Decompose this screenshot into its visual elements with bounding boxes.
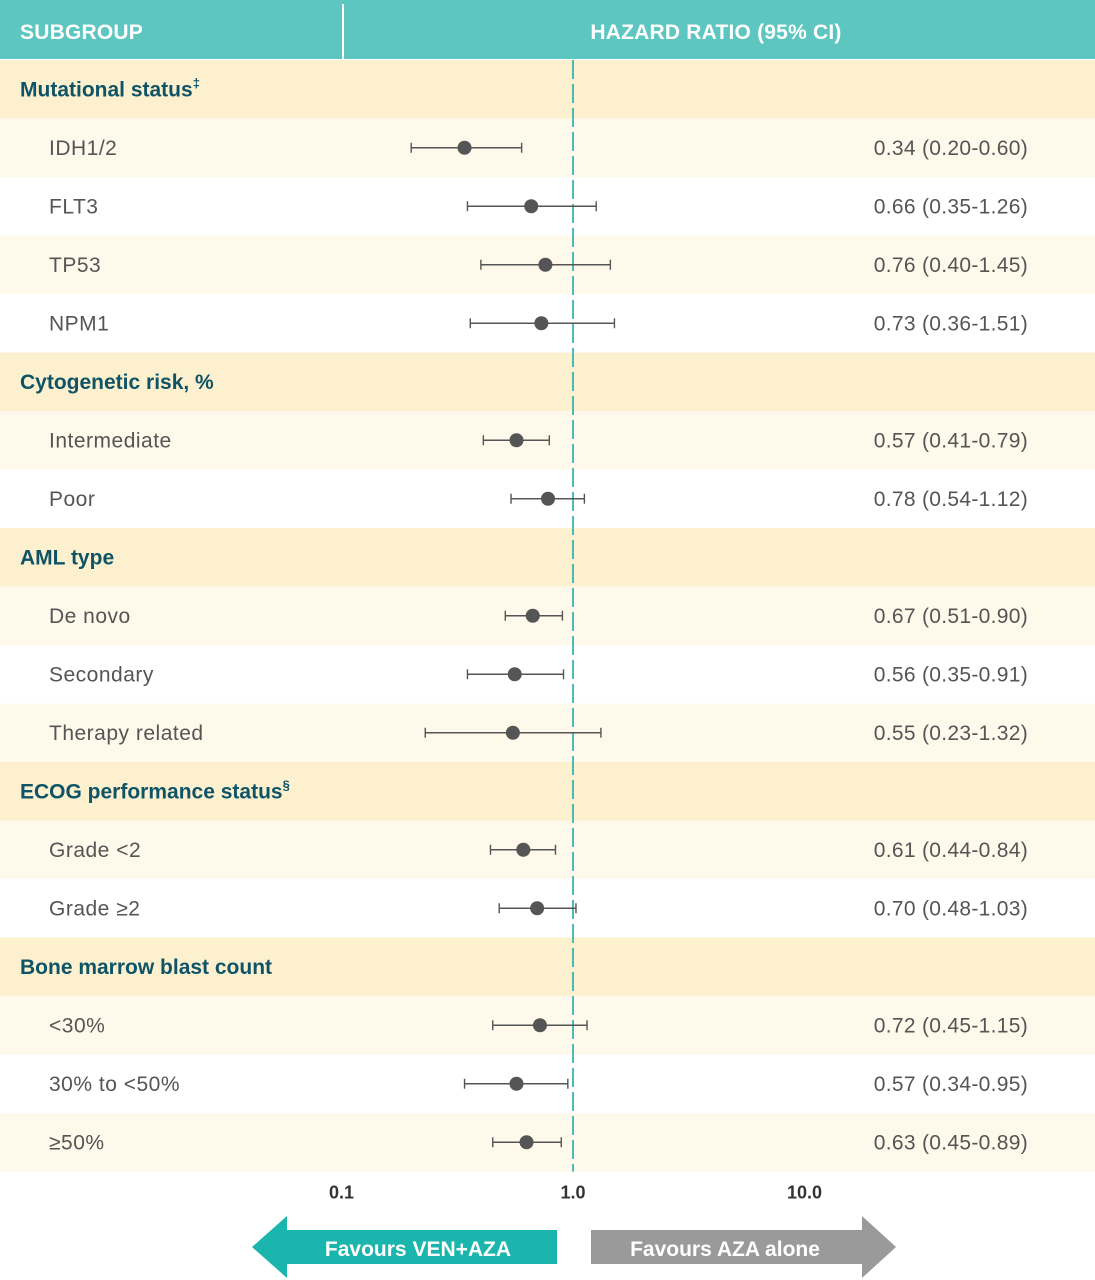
subgroup-label: ≥50% (49, 1131, 105, 1154)
favours-right-arrow: Favours AZA alone (591, 1216, 896, 1278)
hazard-ratio-value: 0.72 (0.45-1.15) (874, 1014, 1028, 1037)
group-label: ECOG performance status§ (20, 777, 290, 803)
header-bar (0, 0, 1095, 59)
hazard-ratio-point (509, 1076, 524, 1091)
hazard-ratio-point (509, 433, 524, 448)
hazard-ratio-value: 0.78 (0.54-1.12) (874, 488, 1028, 511)
hazard-ratio-point (507, 667, 522, 682)
group-label: Mutational status‡ (20, 75, 200, 101)
hazard-ratio-point (525, 608, 540, 623)
item-row-background (0, 118, 1095, 178)
hazard-ratio-value: 0.57 (0.41-0.79) (874, 429, 1028, 452)
group-label: Cytogenetic risk, % (20, 371, 214, 394)
group-label-footnote-mark: § (283, 777, 290, 792)
group-row-background (0, 352, 1095, 412)
subgroup-label: IDH1/2 (49, 137, 117, 160)
x-tick-label: 1.0 (560, 1183, 585, 1203)
x-tick-label: 10.0 (787, 1183, 822, 1203)
hazard-ratio-point (532, 1018, 547, 1033)
group-label: AML type (20, 546, 114, 569)
favours-left-label: Favours VEN+AZA (325, 1238, 511, 1261)
hazard-ratio-point (505, 725, 520, 740)
subgroup-label: Secondary (49, 663, 154, 686)
favours-right-arrow-shape (591, 1216, 896, 1278)
hazard-ratio-value: 0.55 (0.23-1.32) (874, 722, 1028, 745)
subgroup-label: NPM1 (49, 312, 109, 335)
row-backgrounds (0, 60, 1095, 1172)
subgroup-label: Intermediate (49, 429, 172, 452)
group-label-footnote-mark: ‡ (193, 75, 200, 90)
header-hazard-ratio-label: HAZARD RATIO (95% CI) (590, 21, 841, 44)
hazard-ratio-value: 0.70 (0.48-1.03) (874, 897, 1028, 920)
hazard-ratio-value: 0.56 (0.35-0.91) (874, 663, 1028, 686)
x-axis: 0.1 1.0 10.0 (329, 1183, 822, 1203)
subgroup-label: Therapy related (49, 722, 204, 745)
hazard-ratio-point (519, 1135, 534, 1150)
group-row-background (0, 937, 1095, 997)
hazard-ratio-value: 0.34 (0.20-0.60) (874, 137, 1028, 160)
hazard-ratio-value: 0.66 (0.35-1.26) (874, 195, 1028, 218)
favours-left-arrow: Favours VEN+AZA (252, 1216, 557, 1278)
hazard-ratio-point (538, 257, 553, 272)
favours-right-label: Favours AZA alone (630, 1238, 820, 1261)
hazard-ratio-value: 0.63 (0.45-0.89) (874, 1131, 1028, 1154)
group-row-background (0, 762, 1095, 821)
header-subgroup-label: SUBGROUP (20, 21, 143, 44)
hazard-ratio-value: 0.67 (0.51-0.90) (874, 605, 1028, 628)
x-tick-label: 0.1 (329, 1183, 354, 1203)
subgroup-label: FLT3 (49, 195, 98, 218)
subgroup-label: 30% to <50% (49, 1073, 180, 1096)
hazard-ratio-value: 0.73 (0.36-1.51) (874, 312, 1028, 335)
subgroup-label: Grade ≥2 (49, 897, 140, 920)
group-row-background (0, 528, 1095, 587)
subgroup-label: Poor (49, 488, 95, 511)
hazard-ratio-point (457, 140, 472, 155)
hazard-ratio-point (530, 901, 545, 916)
subgroup-label: Grade <2 (49, 839, 141, 862)
hazard-ratio-point (516, 842, 531, 857)
group-label: Bone marrow blast count (20, 956, 272, 979)
hazard-ratio-point (534, 316, 549, 331)
rows-layer: Mutational status‡ IDH1/2 0.34 (0.20-0.60)… (20, 75, 1028, 1154)
hazard-ratio-value: 0.76 (0.40-1.45) (874, 254, 1028, 277)
group-row-background (0, 60, 1095, 119)
favours-left-arrow-shape (252, 1216, 557, 1278)
hazard-ratio-point (541, 491, 556, 506)
subgroup-label: TP53 (49, 254, 101, 277)
subgroup-label: De novo (49, 605, 131, 628)
hazard-ratio-value: 0.57 (0.34-0.95) (874, 1073, 1028, 1096)
hazard-ratio-point (524, 199, 539, 214)
subgroup-label: <30% (49, 1014, 105, 1037)
hazard-ratio-value: 0.61 (0.44-0.84) (874, 839, 1028, 862)
